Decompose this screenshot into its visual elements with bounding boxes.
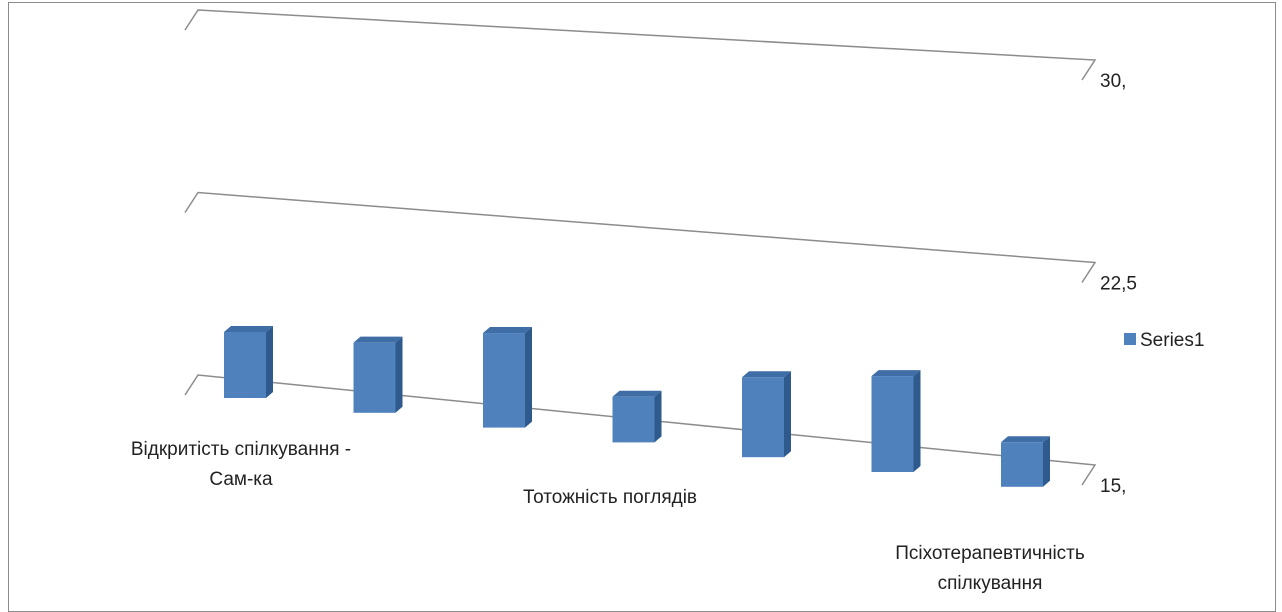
bar xyxy=(353,336,403,413)
category-label: Псіхотерапевтичність спілкування xyxy=(895,543,1085,594)
legend-swatch-series1 xyxy=(1124,333,1136,345)
bars xyxy=(224,326,1050,487)
category-labels: Відкритість спілкування -Сам-ка Тотожніст… xyxy=(131,439,1085,594)
bar xyxy=(612,390,662,443)
gridline xyxy=(184,9,1097,81)
y-tick-label: 22,5 xyxy=(1100,274,1137,295)
bar xyxy=(483,327,532,428)
bar xyxy=(224,326,273,398)
bar-chart: 15, 22,5 30, Відкритість спілкування -Сам-… xyxy=(131,9,1204,594)
bar xyxy=(1001,436,1050,487)
y-axis-ticks: 15, 22,5 30, xyxy=(1100,71,1137,497)
bar xyxy=(742,371,791,458)
bar xyxy=(871,370,921,472)
chart-frame xyxy=(8,2,1276,612)
category-label: Відкритість спілкування -Сам-ка xyxy=(131,439,351,490)
category-label: Тотожність поглядів xyxy=(523,487,697,508)
y-tick-label: 15, xyxy=(1100,476,1126,497)
legend: Series1 xyxy=(1124,330,1204,351)
legend-label-series1: Series1 xyxy=(1140,330,1204,351)
y-tick-label: 30, xyxy=(1100,71,1126,92)
gridline xyxy=(184,191,1097,283)
